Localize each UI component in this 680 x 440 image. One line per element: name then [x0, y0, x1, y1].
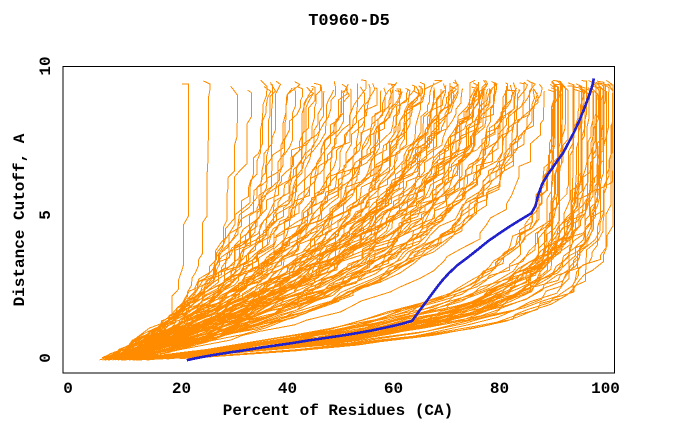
- ensemble-curve: [135, 90, 598, 360]
- ensemble-curve: [144, 81, 569, 360]
- ensemble-curve: [111, 83, 376, 360]
- ensemble-curve: [102, 83, 487, 361]
- ensemble-curve: [119, 79, 367, 358]
- ensemble-curve: [151, 83, 610, 359]
- ensemble-curve: [117, 89, 455, 359]
- ensemble-curve: [123, 83, 349, 360]
- ensemble-curve: [117, 88, 442, 361]
- highlighted-model-line: [186, 78, 596, 362]
- ensemble-curve: [122, 87, 378, 360]
- ensemble-curve: [116, 90, 516, 359]
- chart-title: T0960-D5: [308, 12, 390, 31]
- ensemble-curve: [118, 83, 190, 360]
- ensemble-curve: [127, 89, 521, 360]
- ensemble-curve: [132, 82, 525, 359]
- x-tick-label-80: 80: [489, 380, 510, 398]
- ensemble-curve: [129, 89, 535, 359]
- x-tick-label-60: 60: [383, 380, 404, 398]
- ensemble-curve: [108, 88, 491, 361]
- ensemble-curve: [108, 88, 349, 360]
- x-tick-label-40: 40: [277, 380, 298, 398]
- x-axis-label: Percent of Residues (CA): [222, 402, 454, 420]
- ensemble-curve: [113, 90, 459, 361]
- ensemble-curves: [99, 79, 614, 361]
- ensemble-curve: [111, 80, 443, 358]
- ensemble-curve: [128, 82, 517, 359]
- ensemble-curve: [110, 90, 403, 361]
- ensemble-curve: [124, 86, 556, 361]
- ensemble-curve: [105, 85, 424, 361]
- ensemble-curve: [125, 83, 446, 360]
- ensemble-curve: [136, 90, 545, 360]
- x-tick-label-0: 0: [63, 380, 73, 398]
- ensemble-curve: [104, 83, 478, 361]
- ensemble-curve: [134, 89, 584, 360]
- axis-frame: [62, 66, 615, 374]
- ensemble-curve: [166, 79, 561, 360]
- ensemble-curve: [126, 79, 533, 359]
- ensemble-curve: [192, 87, 607, 359]
- ensemble-curve: [107, 89, 392, 361]
- ensemble-curve: [153, 82, 600, 359]
- ensemble-curve: [109, 87, 296, 361]
- ensemble-curve: [157, 80, 563, 359]
- highlight-curve: [186, 78, 596, 362]
- ensemble-curve: [172, 83, 614, 358]
- ensemble-curve: [125, 89, 511, 361]
- ensemble-curve: [146, 80, 566, 359]
- ensemble-curve: [147, 88, 580, 359]
- ensemble-curve: [170, 79, 614, 359]
- x-tick-label-20: 20: [171, 380, 192, 398]
- ensemble-curve: [121, 84, 543, 360]
- ensemble-curve: [139, 80, 555, 358]
- ensemble-curve: [146, 84, 614, 361]
- ensemble-curve: [117, 80, 489, 361]
- ensemble-curve: [108, 89, 314, 360]
- ensemble-curve: [118, 83, 348, 359]
- ensemble-curve: [104, 90, 325, 360]
- x-tick-label-100: 100: [591, 380, 620, 398]
- ensemble-curve: [100, 85, 316, 361]
- ensemble-curve: [130, 88, 488, 359]
- ensemble-curve: [108, 88, 538, 360]
